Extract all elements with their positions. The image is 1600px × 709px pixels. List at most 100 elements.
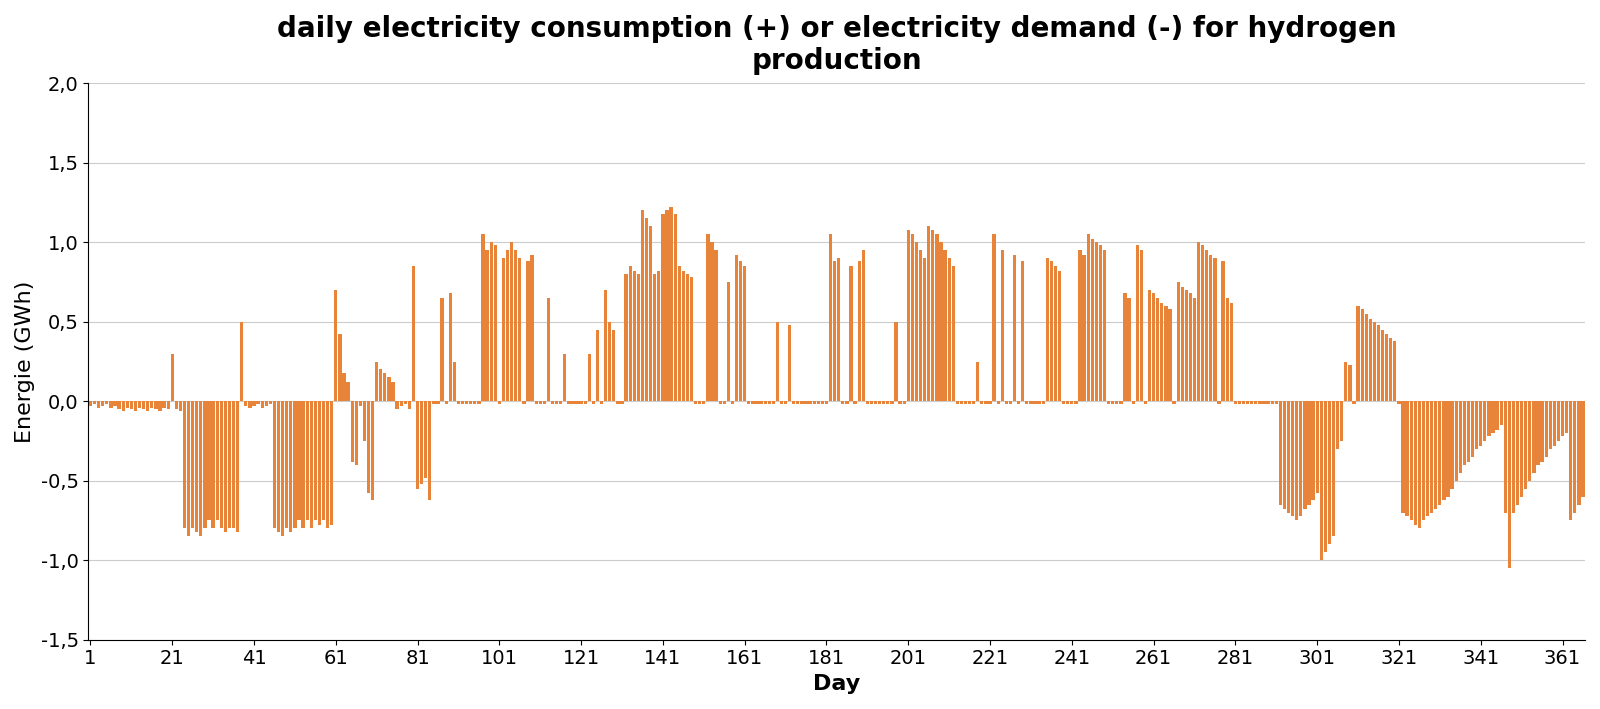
Bar [1341,401,1344,441]
Bar [392,382,395,401]
Bar [179,401,182,411]
Bar [834,262,837,401]
Bar [1430,401,1434,513]
Bar [1058,271,1061,401]
Bar [600,401,603,404]
Bar [138,401,141,408]
Bar [306,401,309,520]
Bar [1005,401,1008,404]
Bar [1426,401,1429,515]
Bar [1115,401,1118,404]
Bar [702,401,706,404]
Bar [952,266,955,401]
Bar [1499,401,1502,425]
Bar [1344,362,1347,401]
Bar [1026,401,1029,404]
Bar [678,266,682,401]
Bar [1418,401,1421,528]
Bar [658,271,661,401]
Bar [1360,309,1363,401]
Bar [1565,401,1568,433]
Bar [322,401,325,520]
Bar [1478,401,1482,446]
Bar [253,401,256,406]
Bar [624,274,627,401]
Bar [1283,401,1286,509]
Bar [403,401,406,404]
Bar [1054,266,1058,401]
Y-axis label: Energie (GWh): Energie (GWh) [14,280,35,442]
Bar [816,401,819,404]
Bar [224,401,227,532]
Bar [1234,401,1237,404]
Bar [440,298,443,401]
Bar [1475,401,1478,449]
Bar [1037,401,1040,404]
Bar [248,401,251,408]
Bar [690,277,693,401]
Bar [936,234,939,401]
Bar [910,234,914,401]
Bar [1250,401,1253,404]
Bar [187,401,190,537]
Bar [894,322,898,401]
Bar [710,242,714,401]
Bar [760,401,763,404]
Bar [469,401,472,404]
Bar [739,262,742,401]
Bar [1528,401,1531,481]
Bar [682,271,685,401]
Bar [558,401,562,404]
Bar [715,250,718,401]
Bar [826,401,829,404]
Bar [1128,298,1131,401]
Bar [1438,401,1442,505]
Bar [1000,250,1003,401]
Bar [918,250,922,401]
Bar [850,266,853,401]
Bar [437,401,440,404]
Bar [666,211,669,401]
Bar [1013,255,1016,401]
Bar [752,401,755,404]
Bar [432,401,435,404]
Bar [1434,401,1437,509]
Bar [706,234,709,401]
Bar [90,401,93,406]
Bar [595,330,598,401]
Bar [563,354,566,401]
Bar [1488,401,1491,436]
Bar [1194,298,1197,401]
Bar [522,401,525,404]
Bar [387,377,390,401]
Bar [216,401,219,520]
Bar [661,213,664,401]
Bar [1010,401,1013,404]
Bar [1131,401,1134,404]
Bar [542,401,546,404]
Bar [277,401,280,532]
Bar [93,401,96,404]
Bar [1394,341,1397,401]
Bar [261,401,264,408]
Bar [282,401,285,537]
Bar [845,401,848,404]
Bar [963,401,966,404]
Bar [366,401,370,493]
Bar [158,401,162,411]
Bar [1378,325,1381,401]
Bar [350,401,354,462]
Bar [219,401,222,528]
X-axis label: Day: Day [813,674,861,694]
Bar [1331,401,1334,537]
Bar [1442,401,1445,500]
Bar [1246,401,1250,404]
Bar [650,226,653,401]
Bar [1294,401,1298,520]
Bar [293,401,296,528]
Bar [1562,401,1565,436]
Bar [150,401,154,408]
Bar [1242,401,1245,404]
Bar [106,401,109,404]
Bar [899,401,902,404]
